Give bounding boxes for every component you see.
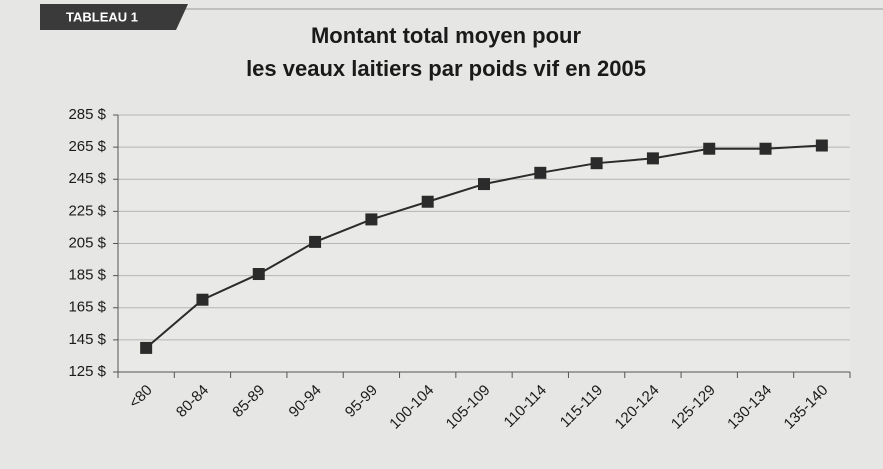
data-point xyxy=(646,152,659,165)
data-point xyxy=(140,341,153,354)
data-point xyxy=(309,235,322,248)
data-point xyxy=(703,142,716,155)
data-point xyxy=(421,195,434,208)
data-point xyxy=(590,157,603,170)
data-point xyxy=(478,178,490,191)
tag-label: TABLEAU 1 xyxy=(66,9,138,24)
chart-title: les veaux laitiers par poids vif en 2005 xyxy=(246,56,646,81)
y-tick-label: 285 $ xyxy=(68,106,106,123)
data-point xyxy=(759,142,772,155)
data-point xyxy=(365,213,378,226)
data-point xyxy=(196,293,209,306)
y-tick-label: 205 $ xyxy=(68,234,106,251)
y-tick-label: 265 $ xyxy=(68,138,106,155)
data-point xyxy=(252,268,265,281)
y-tick-label: 165 $ xyxy=(68,299,106,316)
y-tick-label: 225 $ xyxy=(68,202,106,219)
chart-title: Montant total moyen pour xyxy=(311,23,582,48)
data-point xyxy=(534,166,547,179)
y-tick-label: 145 $ xyxy=(68,331,106,348)
data-point xyxy=(815,139,828,152)
y-tick-label: 245 $ xyxy=(68,170,106,187)
tag-banner xyxy=(40,4,188,30)
y-tick-label: 125 $ xyxy=(68,363,106,380)
y-tick-label: 185 $ xyxy=(68,267,106,284)
